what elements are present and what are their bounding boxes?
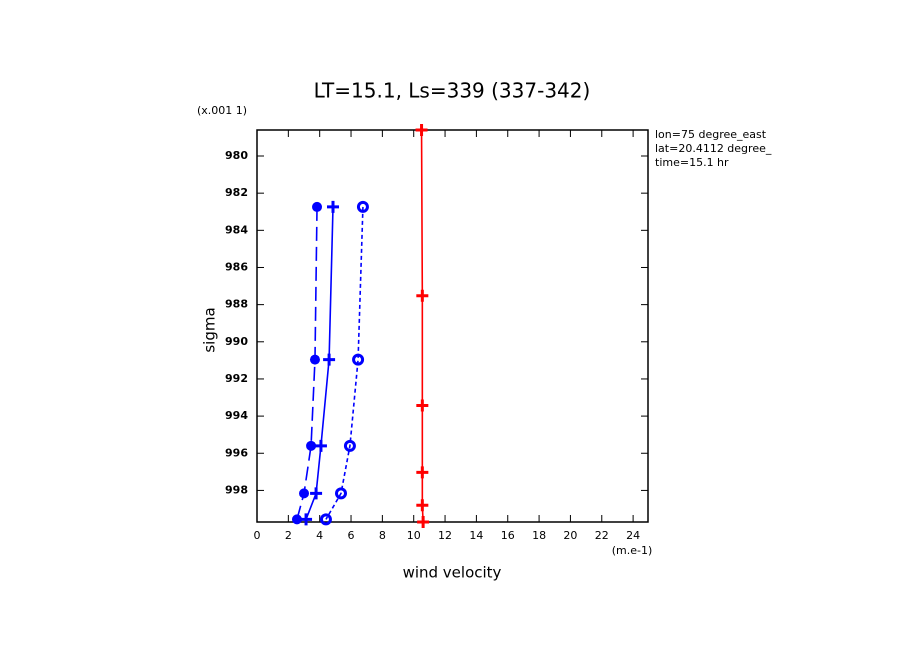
marker <box>334 487 347 500</box>
marker <box>356 200 369 213</box>
marker <box>306 440 317 451</box>
marker <box>300 513 313 526</box>
y-tick-label: 994 <box>225 409 248 422</box>
marker <box>327 200 340 213</box>
x-tick-label: 14 <box>469 529 483 542</box>
marker <box>314 439 327 452</box>
x-tick-label: 16 <box>501 529 515 542</box>
y-tick-label: 982 <box>225 186 248 199</box>
y-units: (x.001 1) <box>197 104 247 117</box>
x-tick-label: 10 <box>407 529 421 542</box>
marker <box>310 487 323 500</box>
marker <box>417 516 430 528</box>
annotation: lon=75 degree_east <box>655 128 767 141</box>
x-tick-label: 8 <box>379 529 386 542</box>
y-axis-label: sigma <box>201 307 219 352</box>
y-tick-label: 992 <box>225 372 248 385</box>
series-line <box>325 206 364 520</box>
marker <box>291 514 302 525</box>
annotation: time=15.1 hr <box>655 156 729 169</box>
x-tick-label: 24 <box>626 529 640 542</box>
x-tick-label: 18 <box>532 529 546 542</box>
marker <box>416 499 429 512</box>
marker <box>415 124 428 136</box>
x-tick-label: 12 <box>438 529 452 542</box>
y-tick-label: 990 <box>225 335 248 348</box>
marker <box>352 353 365 366</box>
x-axis-label: wind velocity <box>403 564 502 582</box>
marker <box>299 488 310 499</box>
series-line <box>296 206 318 520</box>
series-line <box>420 129 424 523</box>
annotation: lat=20.4112 degree_ <box>655 142 772 155</box>
marker <box>416 399 429 412</box>
x-tick-label: 20 <box>563 529 577 542</box>
chart-title: LT=15.1, Ls=339 (337-342) <box>314 79 591 103</box>
y-tick-label: 998 <box>225 483 248 496</box>
marker <box>312 201 323 212</box>
y-tick-label: 986 <box>225 260 248 273</box>
marker <box>319 513 332 526</box>
marker <box>416 289 429 302</box>
y-tick-label: 984 <box>225 223 248 236</box>
marker <box>416 466 429 479</box>
x-tick-label: 6 <box>348 529 355 542</box>
x-tick-label: 4 <box>316 529 323 542</box>
y-tick-label: 988 <box>225 298 248 311</box>
marker <box>343 439 356 452</box>
x-tick-label: 22 <box>595 529 609 542</box>
marker <box>323 353 336 366</box>
x-units: (m.e-1) <box>612 544 653 557</box>
y-tick-label: 980 <box>225 149 248 162</box>
marker <box>309 354 320 365</box>
x-tick-label: 2 <box>285 529 292 542</box>
y-tick-label: 996 <box>225 446 248 459</box>
x-tick-label: 0 <box>254 529 261 542</box>
plot-frame <box>256 129 649 523</box>
